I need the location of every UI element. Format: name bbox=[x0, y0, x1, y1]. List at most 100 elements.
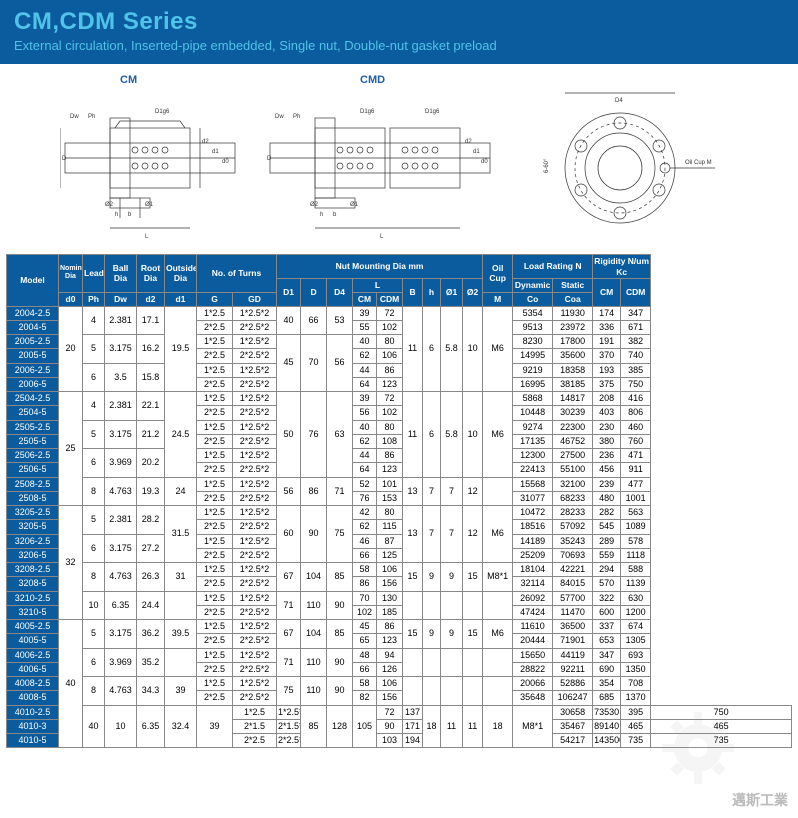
cell: 62 bbox=[353, 349, 377, 363]
svg-text:D1g6: D1g6 bbox=[155, 109, 170, 115]
cell: 15 bbox=[463, 563, 483, 592]
model-cell: 3208-2.5 bbox=[7, 563, 59, 577]
table-row: 4010-2.540106.3532.4391*2.51*2.5*2851281… bbox=[7, 705, 792, 719]
cell: 2*2.5 bbox=[197, 605, 233, 619]
cell: 80 bbox=[377, 335, 403, 349]
cell: 191 bbox=[593, 335, 621, 349]
cell: 1*2.5*2 bbox=[233, 449, 277, 463]
diagram-label-cmd: CMD bbox=[360, 74, 385, 86]
col-d0: d0 bbox=[59, 292, 83, 306]
cell: 2*2.5 bbox=[233, 734, 277, 748]
cell: 55 bbox=[353, 320, 377, 334]
cell: 72 bbox=[377, 705, 403, 719]
cell: 31.5 bbox=[165, 506, 197, 563]
col-kcm: CM bbox=[593, 279, 621, 306]
cell: 171 bbox=[403, 719, 423, 733]
cell: 86 bbox=[353, 577, 377, 591]
svg-text:D1g6: D1g6 bbox=[425, 109, 440, 115]
header-bar: CM,CDM Series External circulation, Inse… bbox=[0, 0, 798, 64]
cell: 9 bbox=[441, 563, 463, 592]
cell: 1*2.5 bbox=[197, 534, 233, 548]
cell bbox=[441, 648, 463, 677]
cell: 28233 bbox=[553, 506, 593, 520]
cell: 32 bbox=[59, 506, 83, 620]
cell: 106 bbox=[377, 677, 403, 691]
svg-text:Oil Cup M: Oil Cup M bbox=[685, 160, 712, 166]
cell: 294 bbox=[593, 563, 621, 577]
cell: 11930 bbox=[553, 306, 593, 320]
model-cell: 2005-5 bbox=[7, 349, 59, 363]
cell: 40 bbox=[353, 335, 377, 349]
cell: 36.2 bbox=[137, 620, 165, 649]
diagram-area: CM D DwPh D1g6 d2d1d0 L hb Ø2Ø1 CMD bbox=[0, 74, 798, 254]
cell: 40 bbox=[353, 420, 377, 434]
cell: 1*2.5 bbox=[197, 392, 233, 406]
svg-text:d0: d0 bbox=[481, 159, 488, 165]
cell: 403 bbox=[593, 406, 621, 420]
cell: 7 bbox=[423, 477, 441, 506]
cell: 22300 bbox=[553, 420, 593, 434]
cell: 101 bbox=[377, 477, 403, 491]
cell: 23972 bbox=[553, 320, 593, 334]
svg-text:D: D bbox=[62, 156, 67, 162]
cell: 85 bbox=[301, 705, 327, 748]
col-lead: Lead bbox=[83, 255, 105, 293]
cell: 10 bbox=[463, 306, 483, 392]
cell: 10448 bbox=[513, 406, 553, 420]
svg-text:Dw: Dw bbox=[275, 114, 284, 120]
cell: 2*2.5*2 bbox=[233, 691, 277, 705]
cell: 17135 bbox=[513, 434, 553, 448]
col-root: Root Dia bbox=[137, 255, 165, 293]
cell bbox=[165, 591, 197, 620]
cell: 1001 bbox=[621, 491, 651, 505]
cell: 18358 bbox=[553, 363, 593, 377]
cell: 15 bbox=[403, 620, 423, 649]
cell: 671 bbox=[621, 320, 651, 334]
col-d4: D4 bbox=[327, 279, 353, 306]
cell: 71 bbox=[327, 477, 353, 506]
cell: 8 bbox=[83, 477, 105, 506]
cell: 104 bbox=[301, 563, 327, 592]
col-bh: B bbox=[403, 279, 423, 306]
cell: 42 bbox=[353, 506, 377, 520]
cell: 34.3 bbox=[137, 677, 165, 706]
cell: 71901 bbox=[553, 634, 593, 648]
cell: 115 bbox=[377, 520, 403, 534]
watermark-text: 邁斯工業 bbox=[732, 790, 788, 810]
col-sta: Static bbox=[553, 279, 593, 293]
model-cell: 4008-2.5 bbox=[7, 677, 59, 691]
model-cell: 4010-2.5 bbox=[7, 705, 59, 719]
cell: 44 bbox=[353, 363, 377, 377]
cell: 6 bbox=[423, 306, 441, 392]
cell bbox=[463, 648, 483, 677]
model-cell: 2506-5 bbox=[7, 463, 59, 477]
cell: 12 bbox=[463, 477, 483, 506]
cell: 106 bbox=[377, 563, 403, 577]
cell: 9274 bbox=[513, 420, 553, 434]
cell: 3.5 bbox=[105, 363, 137, 392]
cell: 382 bbox=[621, 335, 651, 349]
cell: M8*1 bbox=[513, 705, 553, 748]
cell: 4.763 bbox=[105, 477, 137, 506]
table-row: 4008-2.584.76334.3391*2.51*2.5*275110905… bbox=[7, 677, 792, 691]
cell: M6 bbox=[483, 392, 513, 478]
cell: 44119 bbox=[553, 648, 593, 662]
page-title: CM,CDM Series bbox=[14, 8, 784, 36]
svg-text:Ø2: Ø2 bbox=[310, 202, 319, 208]
col-rigid: Rigidity N/um Kc bbox=[593, 255, 651, 279]
model-cell: 2004-2.5 bbox=[7, 306, 59, 320]
cell: 75 bbox=[277, 677, 301, 706]
col-L: L bbox=[353, 279, 403, 293]
diagram-label-cm: CM bbox=[120, 74, 137, 86]
cell: 9 bbox=[441, 620, 463, 649]
cell: 102 bbox=[353, 605, 377, 619]
cell: 66 bbox=[301, 306, 327, 335]
model-cell: 4006-5 bbox=[7, 662, 59, 676]
cell: 75 bbox=[327, 506, 353, 563]
cell: 416 bbox=[621, 392, 651, 406]
cell: 1*2.5 bbox=[197, 591, 233, 605]
cell: 2*2.5 bbox=[197, 491, 233, 505]
cell: 2*2.5*2 bbox=[233, 377, 277, 391]
cell: 15 bbox=[463, 620, 483, 649]
cell: 54217 bbox=[553, 734, 593, 748]
